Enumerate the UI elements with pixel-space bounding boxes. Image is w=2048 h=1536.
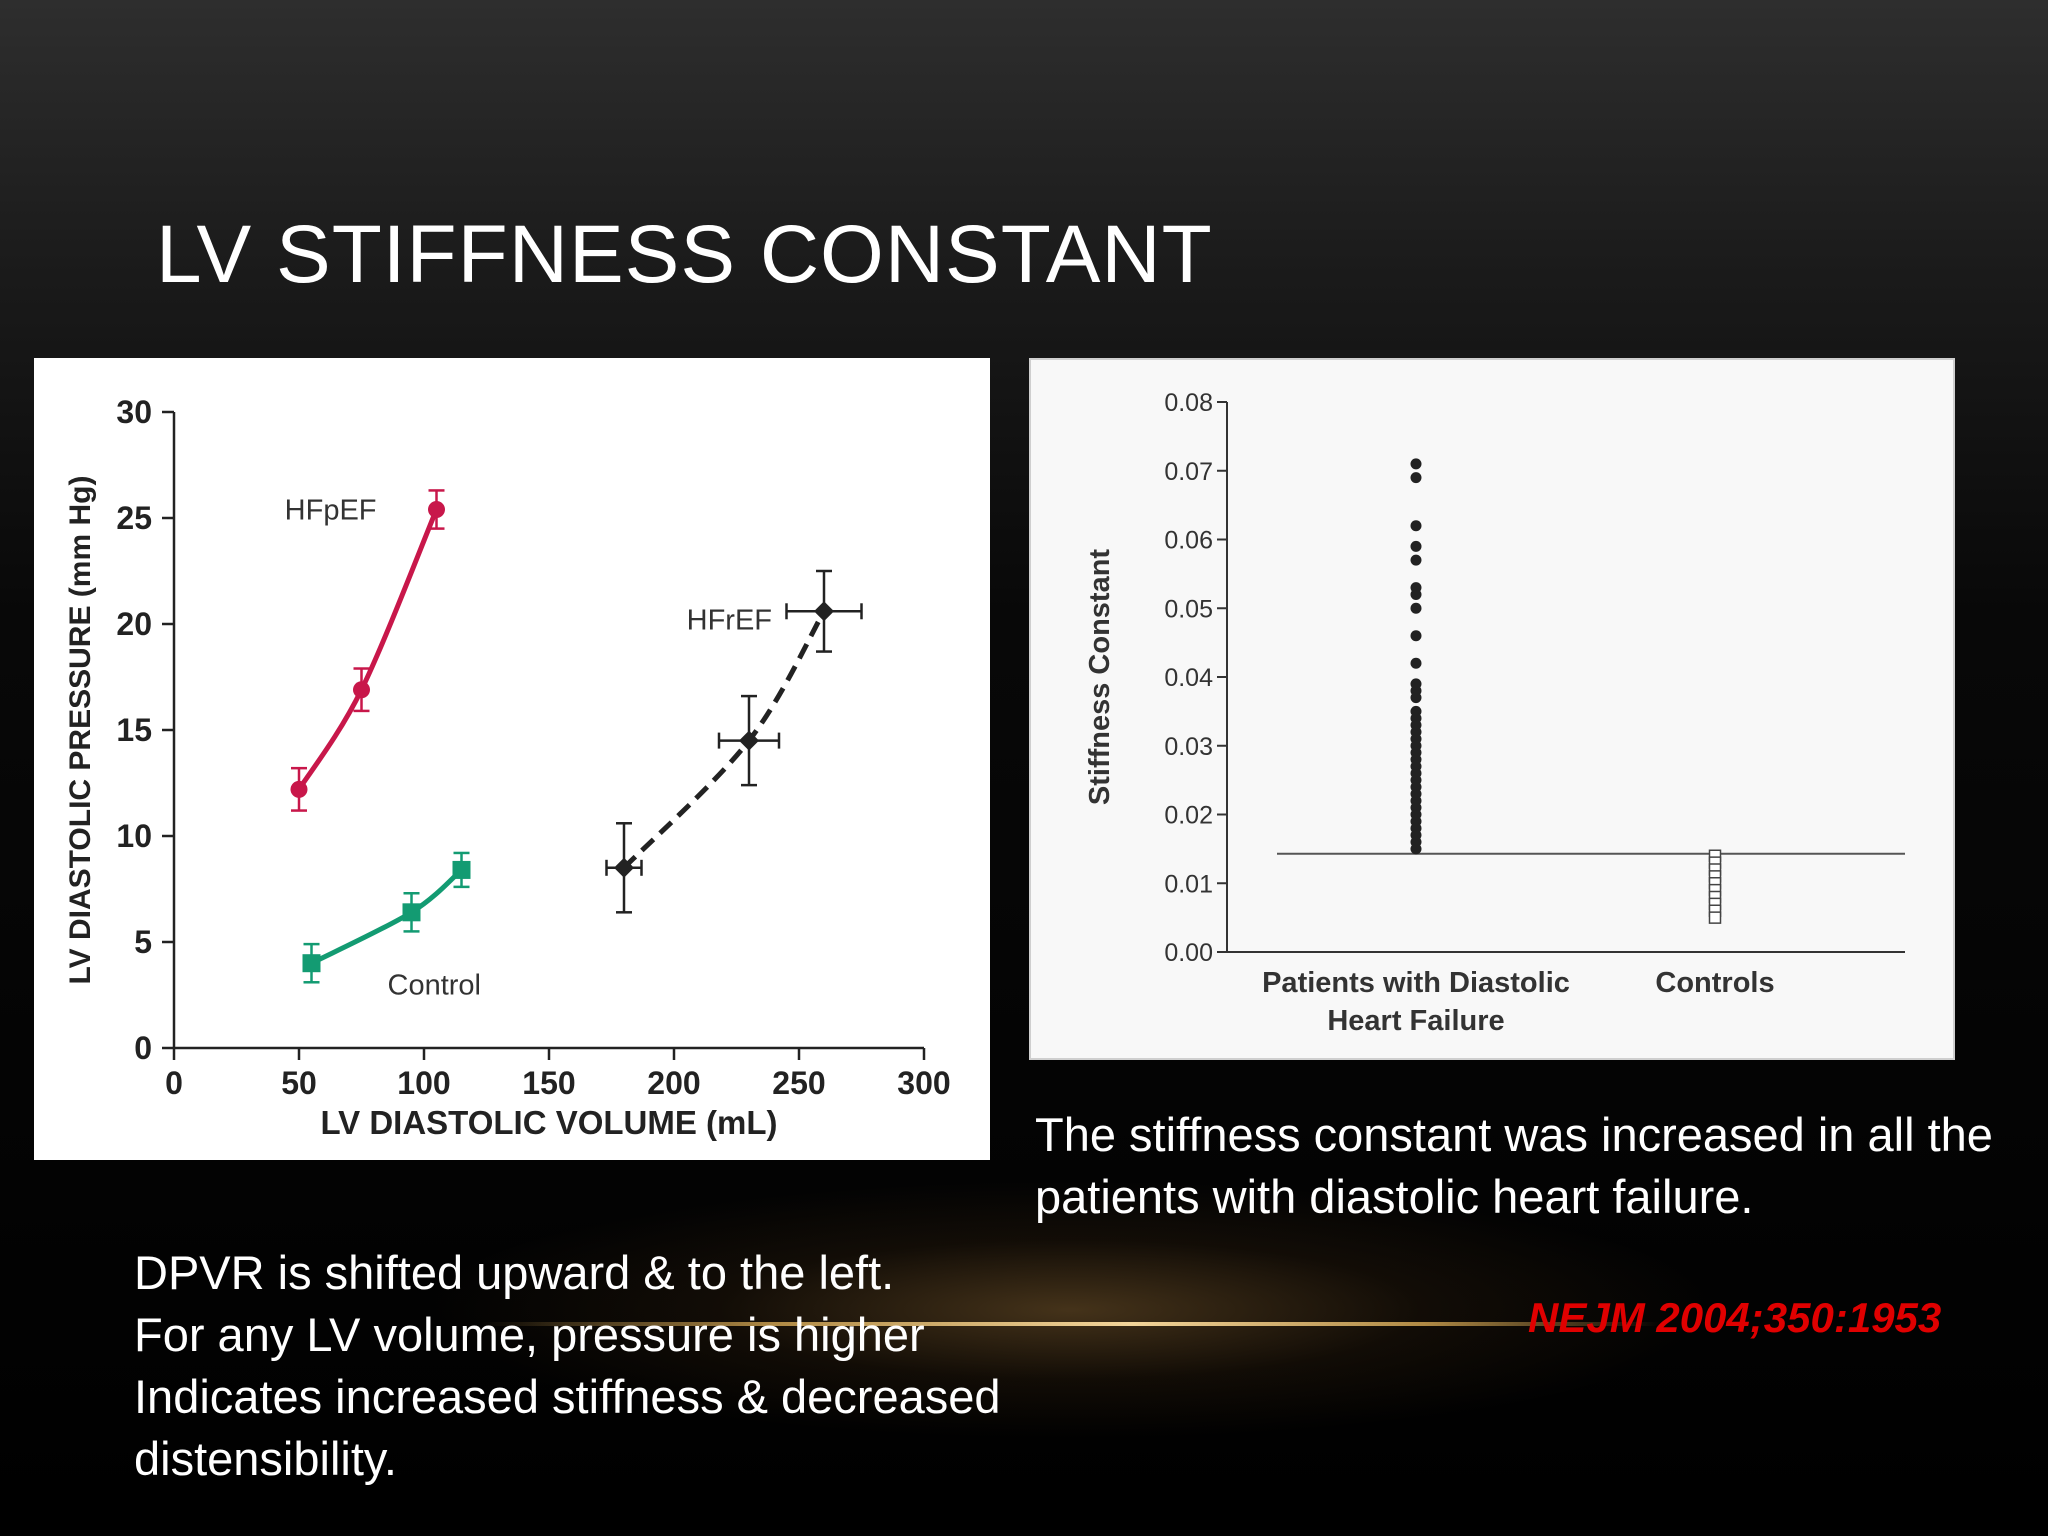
dpvr-caption-line: distensibility.	[134, 1432, 397, 1485]
y-tick-label: 25	[116, 500, 152, 536]
data-point-patients	[1410, 589, 1422, 600]
category-label: Controls	[1655, 967, 1774, 999]
y-tick-label: 0.03	[1164, 733, 1213, 761]
stiffness-constant-chart: 0.00 0.01 0.02 0.03 0.04 0.05 0.06 0.07 0.08 Stif…	[1084, 389, 1905, 1037]
y-axis-label: Stiffness Constant	[1084, 549, 1116, 806]
x-tick-label: 200	[647, 1065, 700, 1101]
data-point-hfref	[614, 857, 634, 878]
stiffness-chart-panel: 0.00 0.01 0.02 0.03 0.04 0.05 0.06 0.07 0.08 Stif…	[1029, 358, 1955, 1060]
slide-title: LV STIFFNESS CONSTANT	[156, 209, 1213, 300]
data-point-patients	[1410, 602, 1422, 614]
x-tick-label: 100	[397, 1065, 450, 1101]
x-tick-label: 150	[522, 1065, 575, 1101]
data-point-hfref	[739, 730, 759, 751]
dpvr-caption-line: For any LV volume, pressure is higher	[134, 1308, 925, 1361]
data-point-hfpef	[428, 501, 445, 519]
background-glow-line	[480, 1322, 1660, 1326]
y-axis-label: LV DIASTOLIC PRESSURE (mm Hg)	[64, 476, 97, 985]
y-tick-label: 0.06	[1164, 527, 1213, 555]
x-tick-label: 300	[897, 1065, 950, 1101]
stiffness-caption-line: patients with diastolic heart failure.	[1035, 1170, 1754, 1223]
y-tick-label: 0.08	[1164, 389, 1213, 417]
data-point-control	[452, 860, 471, 879]
x-axis-label: LV DIASTOLIC VOLUME (mL)	[320, 1104, 777, 1141]
data-point-patients	[1410, 458, 1422, 470]
data-point-control	[402, 903, 421, 922]
data-point-patients	[1410, 657, 1422, 669]
data-point-patients	[1410, 630, 1422, 642]
y-tick-label: 0.00	[1164, 939, 1213, 967]
pressure-volume-chart: 0 50 100 150 200 250 300 0 5 10 15 20 25 30 LV DIASTOL…	[64, 394, 951, 1141]
series-line-control	[310, 868, 464, 966]
stiffness-caption: The stiffness constant was increased in …	[1035, 1104, 1995, 1228]
data-point-controls	[1708, 911, 1722, 924]
y-tick-label: 0.02	[1164, 802, 1213, 830]
data-point-hfpef	[353, 681, 370, 699]
y-tick-label: 20	[116, 606, 152, 642]
x-tick-label: 50	[281, 1065, 317, 1101]
y-tick-label: 0	[134, 1030, 152, 1066]
series-label-hfpef: HFpEF	[285, 495, 377, 527]
y-tick-label: 30	[116, 394, 152, 430]
y-tick-label: 0.05	[1164, 595, 1213, 623]
citation: NEJM 2004;350:1953	[1528, 1294, 1942, 1341]
data-point-hfpef	[290, 780, 308, 798]
series-line-hfpef	[296, 508, 439, 791]
dpvr-caption: DPVR is shifted upward & to the left. Fo…	[134, 1242, 1014, 1490]
category-label: Heart Failure	[1327, 1005, 1504, 1037]
data-point-patients	[1410, 843, 1422, 855]
y-tick-label: 0.04	[1164, 664, 1213, 692]
pressure-volume-chart-panel: 0 50 100 150 200 250 300 0 5 10 15 20 25 30 LV DIASTOL…	[34, 358, 990, 1160]
y-tick-label: 10	[116, 818, 152, 854]
x-tick-label: 0	[165, 1065, 183, 1101]
data-point-patients	[1410, 540, 1422, 552]
y-tick-label: 0.01	[1164, 870, 1213, 898]
dpvr-caption-line: DPVR is shifted upward & to the left.	[134, 1246, 895, 1299]
y-tick-label: 5	[134, 924, 152, 960]
dpvr-caption-line: Indicates increased stiffness & decrease…	[134, 1370, 1001, 1423]
series-label-hfref: HFrEF	[687, 604, 772, 636]
stiffness-caption-line: The stiffness constant was increased in …	[1035, 1108, 1993, 1161]
data-point-patients	[1410, 520, 1422, 532]
data-point-hfref	[814, 601, 834, 622]
data-point-patients	[1410, 472, 1422, 484]
y-tick-label: 0.07	[1164, 458, 1213, 486]
series-label-control: Control	[388, 969, 482, 1001]
data-point-control	[302, 954, 321, 973]
x-tick-label: 250	[772, 1065, 825, 1101]
y-tick-label: 15	[116, 712, 152, 748]
data-point-patients	[1410, 554, 1422, 566]
background-glow	[420, 1180, 1720, 1440]
category-label: Patients with Diastolic	[1262, 967, 1570, 999]
data-point-patients	[1410, 692, 1422, 704]
